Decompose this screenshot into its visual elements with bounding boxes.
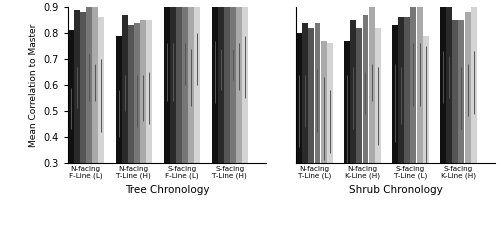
Bar xyxy=(458,20,464,163)
Bar xyxy=(398,17,404,163)
Bar xyxy=(302,23,308,163)
Bar xyxy=(218,0,224,163)
Bar xyxy=(224,4,230,163)
Bar xyxy=(422,36,428,163)
Bar xyxy=(212,0,218,163)
Bar xyxy=(134,23,140,163)
Bar xyxy=(410,0,416,163)
Bar xyxy=(146,20,152,163)
Bar xyxy=(164,0,170,163)
Bar xyxy=(464,12,470,163)
Bar xyxy=(242,0,248,163)
X-axis label: Tree Chronology: Tree Chronology xyxy=(124,185,209,195)
Bar xyxy=(296,33,302,163)
Bar xyxy=(86,0,92,163)
Bar xyxy=(128,25,134,163)
Bar xyxy=(236,0,242,163)
Bar xyxy=(320,41,326,163)
Bar xyxy=(350,20,356,163)
Bar xyxy=(140,20,146,163)
Bar xyxy=(404,17,410,163)
Bar xyxy=(416,0,422,163)
Bar xyxy=(326,43,332,163)
Bar xyxy=(74,10,80,163)
Bar xyxy=(92,4,98,163)
Bar xyxy=(188,0,194,163)
Bar xyxy=(446,0,452,163)
Bar xyxy=(176,0,182,163)
Bar xyxy=(314,23,320,163)
Bar xyxy=(170,0,175,163)
Bar xyxy=(98,17,104,163)
Bar xyxy=(68,31,73,163)
Bar xyxy=(80,12,86,163)
Bar xyxy=(116,36,121,163)
Bar xyxy=(230,0,236,163)
Bar xyxy=(470,4,476,163)
Bar xyxy=(452,20,458,163)
Bar xyxy=(362,15,368,163)
Bar xyxy=(374,28,380,163)
Bar xyxy=(122,15,128,163)
Bar xyxy=(440,0,446,163)
Bar xyxy=(194,0,200,163)
Bar xyxy=(308,28,314,163)
Bar xyxy=(356,28,362,163)
Y-axis label: Mean Correlation to Master: Mean Correlation to Master xyxy=(28,23,38,147)
Bar xyxy=(368,4,374,163)
Bar xyxy=(392,25,398,163)
X-axis label: Shrub Chronology: Shrub Chronology xyxy=(348,185,442,195)
Bar xyxy=(182,0,188,163)
Bar xyxy=(344,41,350,163)
